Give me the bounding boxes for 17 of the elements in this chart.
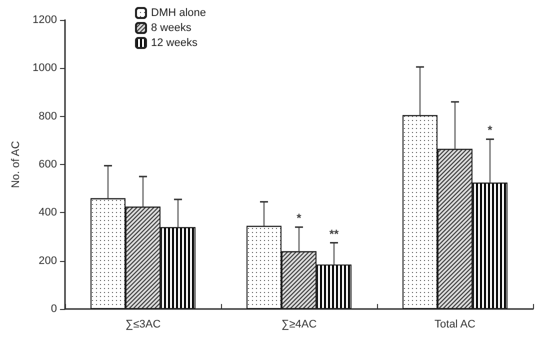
- annotation: *: [296, 211, 302, 226]
- y-axis-title: No. of AC: [10, 140, 22, 188]
- annotation: *: [488, 123, 493, 138]
- y-tick-label: 200: [38, 254, 57, 267]
- y-tick-label: 400: [38, 206, 57, 219]
- y-tick-label: 1200: [32, 14, 57, 26]
- y-tick-label: 800: [38, 110, 57, 122]
- annotation: **: [329, 226, 339, 241]
- y-tick-label: 600: [38, 158, 57, 170]
- y-tick-label: 0: [50, 303, 57, 315]
- y-tick-label: 1000: [32, 62, 57, 74]
- x-tick-label: ∑≥4AC: [281, 318, 317, 330]
- x-tick-label: Total AC: [434, 318, 476, 330]
- legend-label: DMH alone: [151, 7, 206, 19]
- legend-label: 8 weeks: [151, 22, 192, 34]
- legend-label: 12 weeks: [151, 37, 198, 49]
- x-tick-label: ∑≤3AC: [125, 318, 161, 330]
